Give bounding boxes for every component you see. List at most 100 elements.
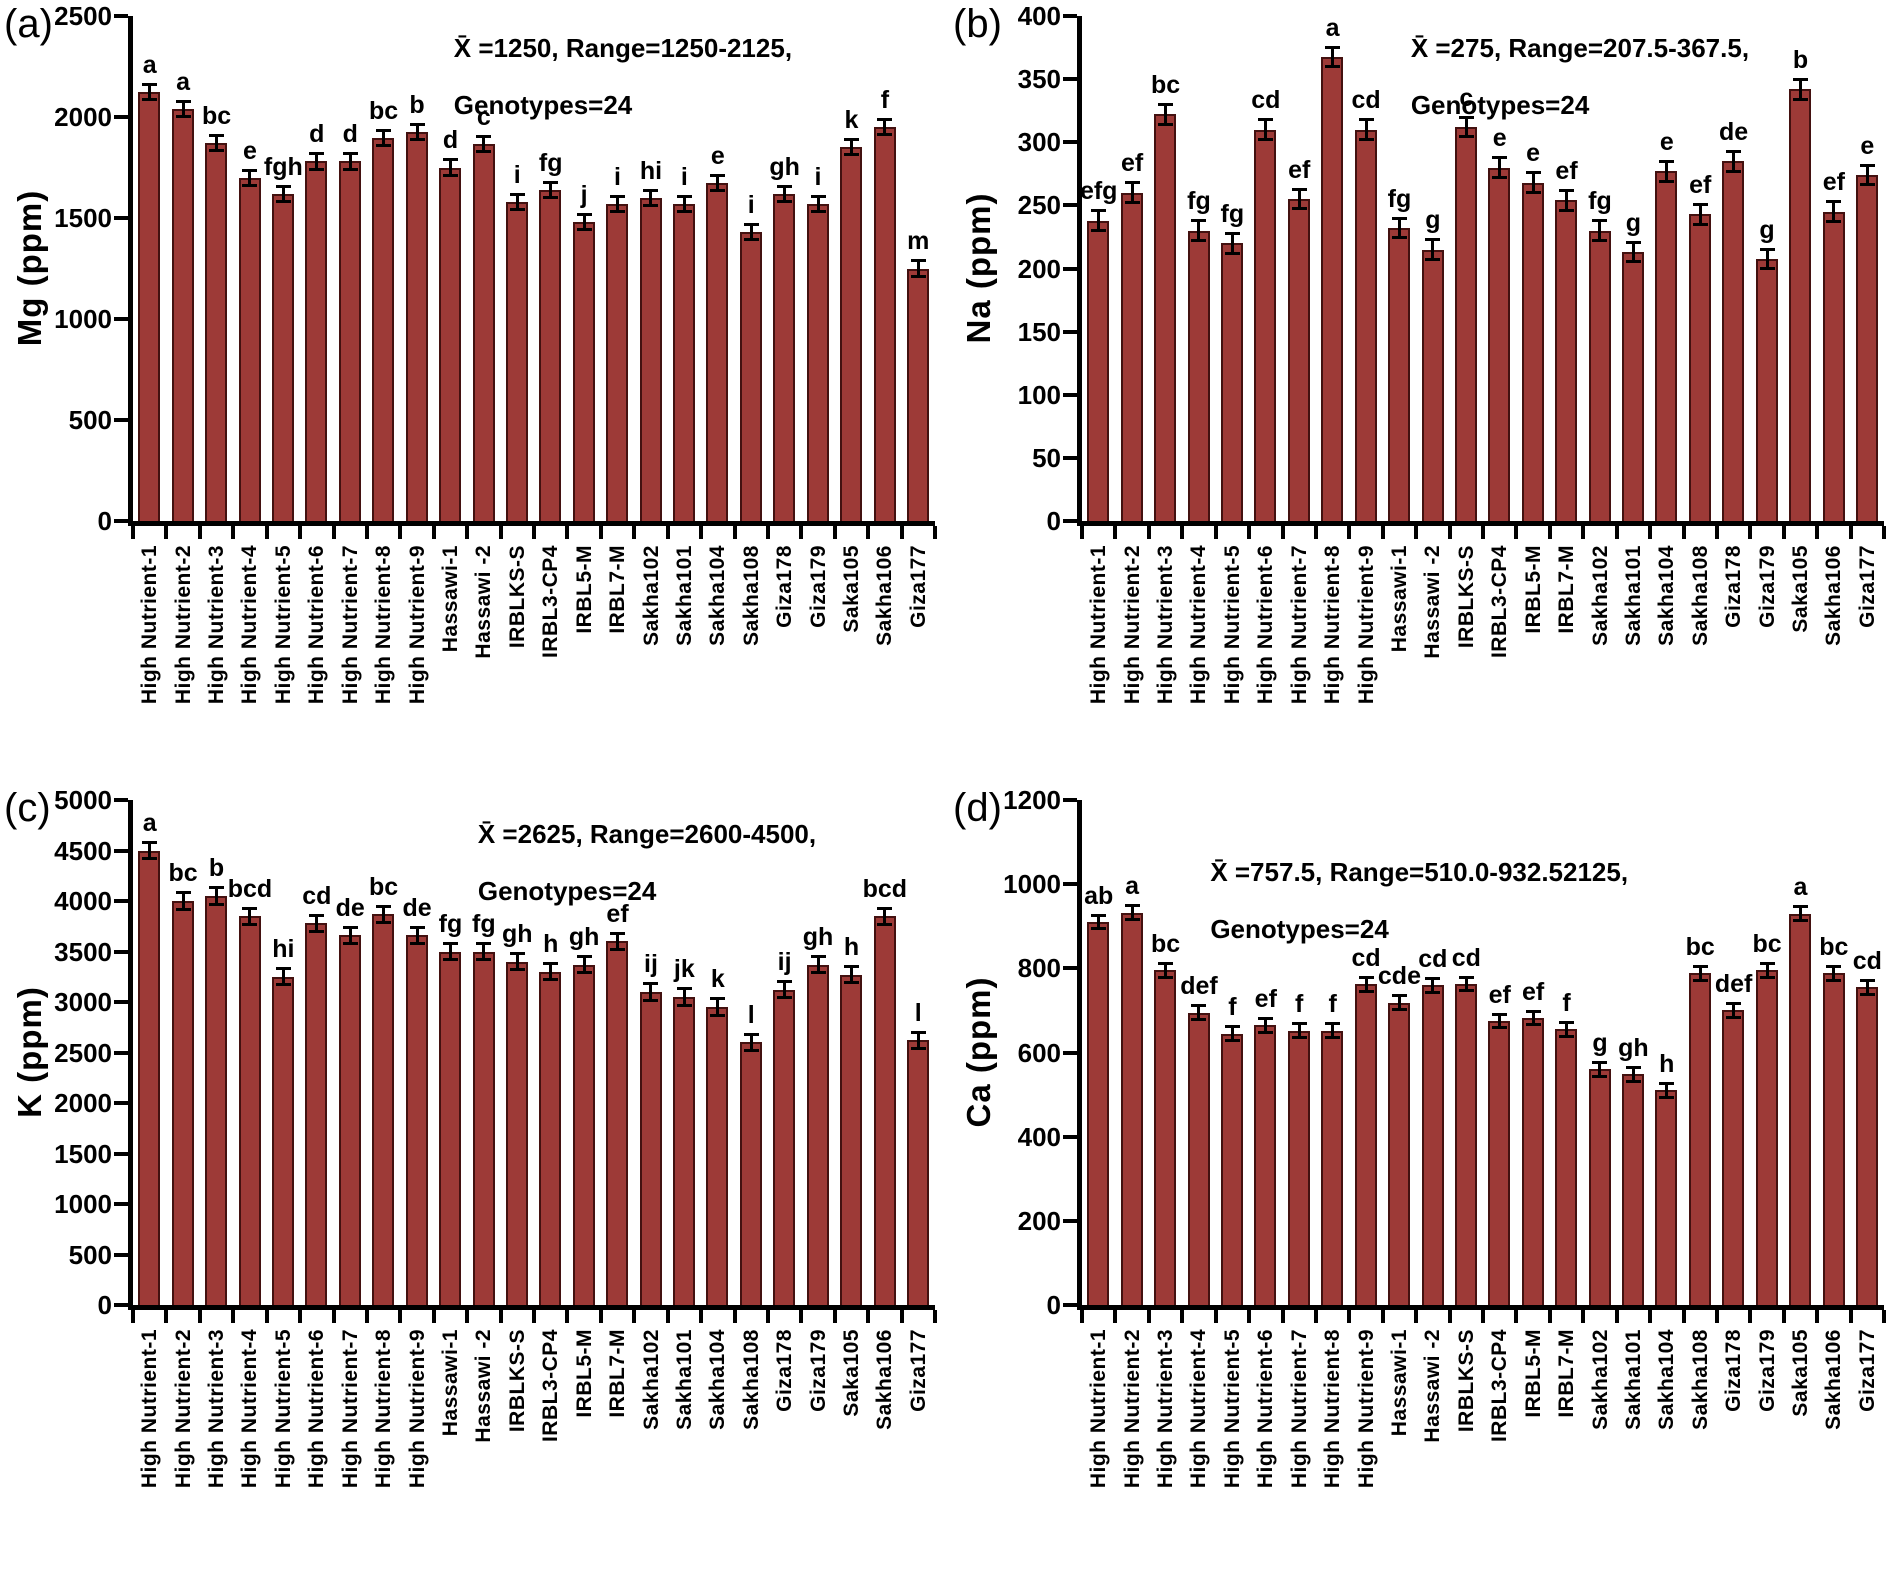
x-tick-mark (431, 1310, 436, 1323)
x-axis-label: Sakha102 (639, 545, 663, 646)
significance-letter: b (409, 91, 425, 120)
x-tick-mark (1882, 1310, 1886, 1323)
error-bar (1826, 964, 1842, 982)
y-tick-label: 1000 (54, 1189, 112, 1219)
bar-slot: ef (1115, 16, 1148, 521)
x-label-slot: High Nutrient-7 (1283, 1323, 1316, 1569)
significance-letter: gh (802, 923, 834, 952)
x-label-slot: IRBL3-CP4 (1483, 539, 1516, 785)
x-tick-mark (1146, 526, 1151, 539)
x-label-slot: Hassawi-1 (1383, 1323, 1416, 1569)
significance-letter: hi (272, 935, 295, 964)
y-tick-label: 350 (1017, 64, 1061, 95)
x-tick-mark (264, 526, 269, 539)
x-label-slot: High Nutrient-9 (1349, 1323, 1382, 1569)
panel-a-y-axis: 0 500 1000 1500 2000 2500 (40, 2, 128, 535)
error-bar (1458, 115, 1474, 139)
y-tick-mark (1063, 392, 1077, 397)
error-bar (342, 152, 358, 171)
x-axis-label: Giza179 (806, 1329, 830, 1412)
error-bar (1358, 975, 1374, 993)
x-label-slot: High Nutrient-2 (166, 539, 199, 785)
y-tick-label: 0 (97, 1290, 112, 1320)
bar-slot: g (1416, 16, 1449, 521)
x-label-slot: Hassawi -2 (1416, 539, 1449, 785)
x-label-slot: High Nutrient-4 (233, 539, 266, 785)
bar-slot: bc (1750, 800, 1783, 1305)
y-tick-mark (1063, 455, 1077, 460)
x-label-slot: Sakha106 (1817, 539, 1850, 785)
bar-slot: ij (634, 800, 667, 1305)
y-tick-mark (114, 1050, 128, 1055)
x-axis-label: Sakha101 (1621, 1329, 1645, 1430)
x-tick-mark (866, 1310, 871, 1323)
bar (1722, 161, 1745, 521)
x-axis-label: High Nutrient-2 (171, 1329, 195, 1489)
bar-slot: de (334, 800, 367, 1305)
error-bar (1158, 103, 1174, 126)
error-bar (877, 906, 893, 926)
error-bar (1425, 238, 1441, 261)
x-label-slot: Hassawi -2 (467, 1323, 500, 1569)
x-tick-mark (1882, 526, 1886, 539)
y-tick-mark (114, 949, 128, 954)
bar-slot: cd (1416, 800, 1449, 1305)
error-bar (676, 194, 692, 213)
x-tick-mark (899, 1310, 904, 1323)
x-label-slot: Giza177 (1851, 1323, 1884, 1569)
x-axis-label: IRBLKS-S (1454, 1329, 1478, 1433)
y-tick-label: 1000 (1003, 869, 1061, 900)
x-tick-mark (1447, 526, 1452, 539)
error-bar (1291, 1022, 1307, 1040)
significance-letter: def (1180, 972, 1218, 1001)
x-axis-label: Sakha106 (1822, 545, 1846, 646)
significance-letter: gh (568, 923, 600, 952)
panel-d-annotation-line1: X̄ =757.5, Range=510.0-932.52125, (1210, 857, 1629, 887)
error-bar (710, 173, 726, 192)
bar (606, 203, 629, 521)
bar (1087, 922, 1110, 1305)
x-tick-mark (1514, 526, 1519, 539)
x-axis-label: Giza179 (1755, 1329, 1779, 1412)
error-bar (1358, 118, 1374, 141)
bar-slot: g (1617, 16, 1650, 521)
x-axis-label: High Nutrient-7 (1287, 1329, 1311, 1489)
y-tick-label: 2000 (54, 1088, 112, 1118)
x-tick-mark (398, 1310, 403, 1323)
bar-slot: e (1516, 16, 1549, 521)
bar (1855, 987, 1878, 1305)
error-bar (376, 129, 392, 148)
panel-a: (a) Mg (ppm) 0 500 1000 1500 2000 2500 X̄ =12… (0, 0, 949, 784)
bar-slot: gh (501, 800, 534, 1305)
bar (1755, 259, 1778, 521)
x-tick-mark (498, 1310, 503, 1323)
bar-slot: l (735, 800, 768, 1305)
error-bar (1425, 976, 1441, 994)
significance-letter: i (747, 191, 755, 220)
y-tick-label: 200 (1017, 1205, 1061, 1236)
bar-slot: ab (1082, 800, 1115, 1305)
bar-slot: i (601, 16, 634, 521)
error-bar (1492, 1012, 1508, 1030)
bar (1655, 171, 1678, 521)
bar-slot: jk (668, 800, 701, 1305)
bar (1254, 129, 1277, 521)
bar-slot: def (1180, 800, 1218, 1305)
bar (572, 222, 595, 521)
y-tick-label: 0 (97, 506, 112, 536)
x-tick-mark (1781, 1310, 1786, 1323)
x-tick-mark (1380, 1310, 1385, 1323)
error-bar (1191, 219, 1207, 242)
bar (272, 976, 295, 1305)
bar-slot: h (835, 800, 868, 1305)
x-axis-label: Hassawi-1 (439, 545, 462, 653)
bar-slot: bc (166, 800, 199, 1305)
error-bar (1859, 163, 1875, 187)
x-tick-mark (1481, 526, 1485, 539)
error-bar (275, 184, 291, 203)
bar-slot: de (400, 800, 433, 1305)
y-tick-mark (1063, 1050, 1077, 1055)
x-tick-mark (1781, 526, 1786, 539)
panel-d-annotation: X̄ =757.5, Range=510.0-932.52125, Genoty… (1210, 844, 1628, 958)
error-bar (1625, 240, 1641, 264)
